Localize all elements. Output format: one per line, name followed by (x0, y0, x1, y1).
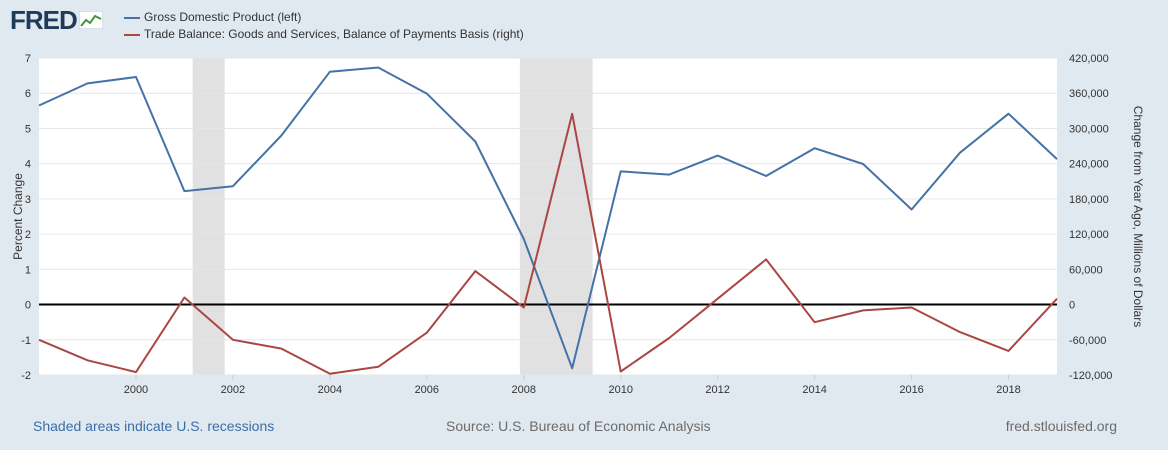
y-right-tick-label: 240,000 (1069, 159, 1109, 171)
y-left-tick-label: -1 (21, 335, 31, 347)
x-tick-label: 2018 (996, 384, 1020, 396)
chart-legend: Gross Domestic Product (left) Trade Bala… (124, 9, 524, 43)
y-right-tick-label: -120,000 (1069, 370, 1112, 382)
recession-band-0 (192, 58, 225, 375)
y-right-axis-label: Change from Year Ago, Millions of Dollar… (1131, 106, 1145, 327)
x-tick-label: 2016 (899, 384, 923, 396)
legend-swatch-gdp (124, 16, 140, 19)
x-tick-label: 2004 (318, 384, 342, 396)
y-right-tick-label: 180,000 (1069, 194, 1109, 206)
x-tick-label: 2008 (512, 384, 536, 396)
y-left-tick-label: 4 (25, 159, 31, 171)
y-right-tick-label: 360,000 (1069, 88, 1109, 100)
series-line-trade-balance (38, 112, 1058, 375)
legend-item-gdp[interactable]: Gross Domestic Product (left) (124, 9, 524, 26)
y-right-tick-label: 420,000 (1069, 53, 1109, 65)
y-left-tick-label: 7 (25, 53, 31, 65)
x-tick-label: 2010 (608, 384, 632, 396)
y-left-tick-label: 1 (25, 264, 31, 276)
legend-swatch-trade-balance (124, 33, 140, 36)
fred-logo-text: FRED (10, 5, 78, 35)
y-left-tick-label: 3 (25, 194, 31, 206)
y-left-tick-label: 0 (25, 300, 31, 312)
x-tick-label: 2006 (415, 384, 439, 396)
fred-logo[interactable]: FRED (10, 6, 103, 34)
y-right-tick-label: -60,000 (1069, 335, 1106, 347)
y-right-tick-label: 300,000 (1069, 123, 1109, 135)
x-tick-label: 2014 (802, 384, 826, 396)
y-right-tick-label: 0 (1069, 300, 1075, 312)
x-tick-label: 2012 (705, 384, 729, 396)
y-right-tick-label: 120,000 (1069, 229, 1109, 241)
series-line-gdp (38, 66, 1058, 370)
chart-line-icon (78, 11, 103, 29)
y-right-tick-label: 60,000 (1069, 264, 1103, 276)
y-left-tick-label: -2 (21, 370, 31, 382)
legend-label-gdp: Gross Domestic Product (left) (144, 10, 302, 24)
chart-plot: -2 -1 0 1 2 3 4 5 6 7 -120,000 -60,000 0 60,000 120,00… (11, 53, 1145, 396)
legend-label-trade-balance: Trade Balance: Goods and Services, Balan… (144, 27, 524, 41)
x-tick-label: 2002 (221, 384, 245, 396)
y-left-tick-label: 2 (25, 229, 31, 241)
source-note: Source: U.S. Bureau of Economic Analysis (446, 418, 711, 434)
y-left-tick-label: 5 (25, 123, 31, 135)
recession-band-1 (519, 58, 593, 375)
y-left-axis-label: Percent Change (11, 173, 25, 260)
recession-note: Shaded areas indicate U.S. recessions (33, 418, 275, 434)
y-left-tick-label: 6 (25, 88, 31, 100)
legend-item-trade-balance[interactable]: Trade Balance: Goods and Services, Balan… (124, 26, 524, 43)
x-tick-label: 2000 (124, 384, 148, 396)
site-link[interactable]: fred.stlouisfed.org (1005, 418, 1117, 434)
